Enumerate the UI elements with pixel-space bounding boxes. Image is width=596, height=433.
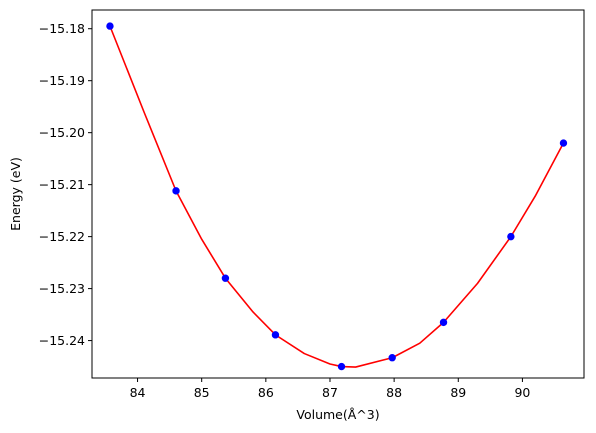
- y-tick-label: −15.22: [39, 229, 85, 244]
- x-tick-label: 90: [514, 385, 530, 400]
- y-tick-label: −15.19: [39, 73, 85, 88]
- data-point: [271, 331, 280, 339]
- x-tick-label: 86: [258, 385, 274, 400]
- x-tick-label: 88: [386, 385, 402, 400]
- plot-area: [92, 10, 584, 378]
- fit-curve-line: [109, 25, 565, 368]
- y-tick-label: −15.24: [39, 333, 85, 348]
- data-point: [221, 274, 230, 282]
- y-tick-label: −15.18: [39, 21, 85, 36]
- y-axis-ticks: −15.18 −15.19 −15.20 −15.21 −15.22 −15.23 −15.…: [39, 21, 92, 348]
- data-point: [559, 139, 568, 147]
- y-tick-label: −15.23: [39, 281, 85, 296]
- data-point: [439, 318, 448, 327]
- x-tick-label: 84: [130, 385, 146, 400]
- x-tick-label: 85: [194, 385, 210, 400]
- x-axis-ticks: 84 85 86 87 88 89 90: [130, 378, 530, 400]
- y-axis-label: Energy (eV): [8, 157, 23, 231]
- y-tick-label: −15.20: [39, 125, 85, 140]
- data-point: [172, 187, 180, 195]
- data-point: [337, 362, 346, 371]
- x-tick-label: 87: [322, 385, 338, 400]
- data-point: [507, 232, 515, 241]
- y-tick-label: −15.21: [39, 177, 85, 192]
- data-point: [388, 354, 396, 362]
- x-tick-label: 89: [450, 385, 466, 400]
- x-axis-label: Volume(Å^3): [296, 407, 379, 422]
- data-points-layer: [106, 22, 568, 371]
- data-point: [106, 22, 114, 30]
- plot-frame: [91, 9, 585, 379]
- fit-curve-layer: [109, 25, 565, 368]
